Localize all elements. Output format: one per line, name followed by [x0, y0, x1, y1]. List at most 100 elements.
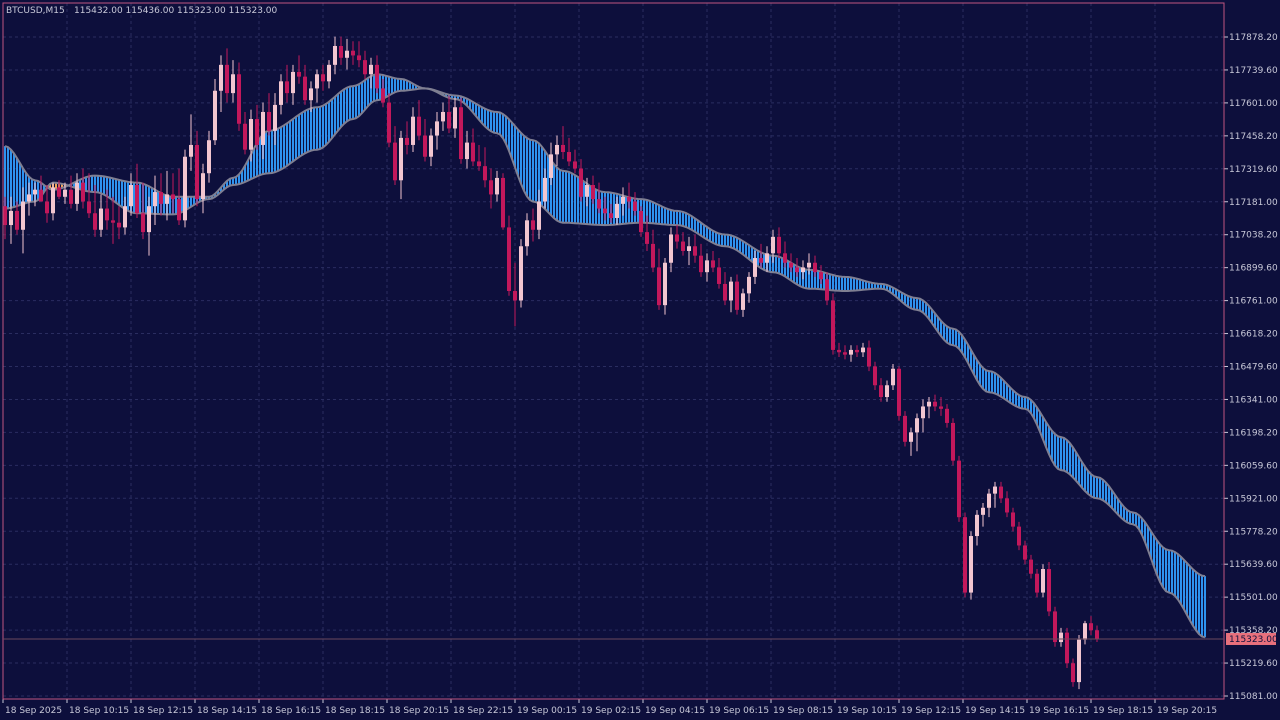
x-tick-label: 18 Sep 16:15 [261, 706, 321, 716]
candle [705, 253, 709, 282]
candle-body [381, 88, 385, 103]
candle [273, 93, 277, 145]
candle [159, 173, 163, 216]
candle [657, 248, 661, 310]
time-axis[interactable]: 18 Sep 2025 18 Sep 10:15 18 Sep 12:15 18 Se… [2, 699, 1217, 716]
candle-body [51, 187, 55, 214]
x-tick-label: 18 Sep 14:15 [197, 706, 257, 716]
candle [279, 74, 283, 115]
candle [681, 232, 685, 256]
candle-body [273, 104, 277, 131]
x-tick-label: 18 Sep 22:15 [453, 706, 513, 716]
candle-body [879, 385, 883, 398]
price-axis[interactable]: 117878.20 117739.60 117601.00 117458.20 1173… [1224, 33, 1278, 702]
candle [465, 130, 469, 169]
candle-body [225, 64, 229, 94]
candle-body [375, 64, 379, 89]
candle [207, 130, 211, 183]
candle-body [207, 140, 211, 174]
candle [567, 137, 571, 167]
candle-body [609, 213, 613, 218]
candle [345, 38, 349, 70]
candle [627, 182, 631, 209]
x-tick-label: 19 Sep 08:15 [773, 706, 833, 716]
candle [213, 78, 217, 145]
candle-body [363, 60, 367, 75]
candle-body [483, 166, 487, 181]
candle [297, 55, 301, 84]
candle-body [39, 189, 43, 202]
candle [525, 213, 529, 256]
y-tick-label: 116479.60 [1229, 363, 1278, 373]
candle-body [519, 246, 523, 301]
candle-body [213, 90, 217, 141]
candle-body [765, 253, 769, 263]
candle [477, 144, 481, 171]
candle-body [255, 119, 259, 145]
y-tick-label: 117319.60 [1229, 165, 1278, 175]
candle [81, 168, 85, 209]
candle [369, 57, 373, 89]
candle-body [147, 206, 151, 233]
candle [45, 184, 49, 223]
candle-body [837, 349, 841, 353]
candle [597, 182, 601, 214]
candle [891, 364, 895, 390]
candle-body [411, 116, 415, 145]
candle-body [669, 234, 673, 263]
candle [819, 265, 823, 284]
candle-body [33, 189, 37, 195]
candle [975, 510, 979, 546]
candle-body [9, 210, 13, 226]
y-tick-label: 115778.20 [1229, 527, 1278, 537]
candle-body [1053, 611, 1057, 643]
candle-body [849, 349, 853, 355]
candle-body [291, 71, 295, 94]
candle-body [501, 177, 505, 228]
current-price-box [1226, 632, 1276, 645]
candle-body [507, 227, 511, 292]
candle-body [183, 156, 187, 221]
candle-body [453, 107, 457, 129]
candle [1011, 507, 1015, 532]
x-tick-label: 19 Sep 04:15 [645, 706, 705, 716]
candle [1065, 627, 1069, 668]
candle-body [387, 102, 391, 143]
candle [1089, 616, 1093, 635]
candle-body [471, 142, 475, 162]
y-tick-label: 116341.00 [1229, 395, 1278, 405]
candle-body [1095, 630, 1099, 639]
candle [501, 173, 505, 230]
candle-body [117, 222, 121, 228]
candle [495, 170, 499, 202]
candle-body [243, 123, 247, 150]
current-price-tag: 115323.00 [3, 632, 1278, 645]
candle [177, 168, 181, 226]
candle-body [153, 192, 157, 207]
candle-body [1089, 623, 1093, 631]
candle [93, 184, 97, 237]
candle-body [657, 267, 661, 306]
candle [855, 345, 859, 357]
candle [759, 243, 763, 268]
candle-body [231, 74, 235, 94]
candle [603, 196, 607, 221]
candle-body [285, 81, 289, 94]
candle [933, 394, 937, 412]
candle-body [3, 206, 7, 226]
candle [669, 227, 673, 273]
candle [747, 272, 751, 303]
candle [957, 455, 961, 522]
candle [981, 503, 985, 527]
candle [441, 102, 445, 131]
candle [921, 399, 925, 433]
candle [321, 64, 325, 91]
candle-body [729, 281, 733, 301]
y-tick-label: 115501.00 [1229, 593, 1278, 603]
candle [219, 55, 223, 112]
candle [801, 260, 805, 280]
candle [489, 168, 493, 209]
candle [357, 41, 361, 68]
candle-body [915, 418, 919, 433]
